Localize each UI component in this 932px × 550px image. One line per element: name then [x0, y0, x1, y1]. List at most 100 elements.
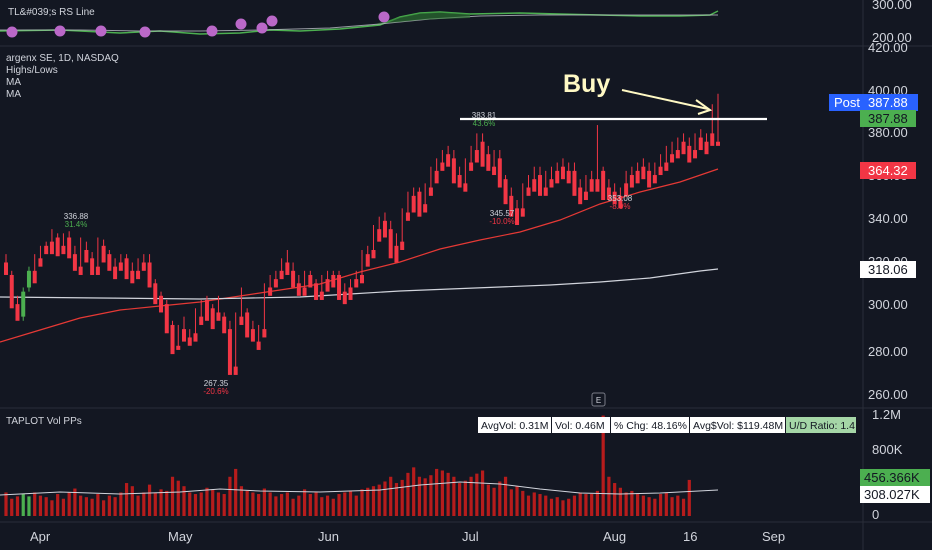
- ma-fast-legend: MA: [6, 77, 21, 88]
- candle-body: [394, 245, 399, 263]
- candle-body: [153, 283, 158, 305]
- candle-body: [388, 229, 393, 259]
- candle-body: [451, 158, 456, 184]
- volume-bar: [176, 480, 180, 516]
- volume-bar: [366, 487, 370, 516]
- volume-bar: [257, 494, 261, 516]
- volume-bar: [211, 489, 215, 516]
- stat-chg: % Chg: 48.16%: [614, 420, 687, 432]
- candle-body: [497, 158, 502, 188]
- candle-body: [515, 208, 520, 225]
- volume-bar: [658, 494, 663, 516]
- candle-body: [337, 274, 342, 300]
- candle-body: [629, 175, 634, 188]
- time-axis: Apr May Jun Jul Aug 16 Sep: [30, 529, 785, 544]
- volume-bar: [73, 488, 77, 516]
- earnings-badge[interactable]: E: [591, 392, 606, 407]
- candle-body: [681, 141, 686, 155]
- stat-avgdollar: Avg$Vol: $119.48M: [693, 420, 783, 432]
- volume-bar: [234, 468, 238, 516]
- volume-bar: [647, 497, 651, 516]
- time-axis-tick: Aug: [603, 529, 626, 544]
- volume-bar: [331, 498, 335, 516]
- volume-bar: [549, 498, 554, 516]
- buy-arrow-head: [695, 99, 713, 115]
- volume-bar: [302, 489, 307, 516]
- candle-body: [32, 270, 37, 284]
- candle-body: [486, 154, 491, 171]
- volume-bar: [38, 495, 43, 516]
- candle-body: [302, 287, 307, 296]
- candle-body: [601, 170, 606, 201]
- candle-body: [641, 166, 646, 180]
- rs-new-high-dot: [6, 26, 18, 38]
- volume-bar: [429, 475, 433, 516]
- rs-new-high-dot: [235, 18, 247, 30]
- candle-body: [72, 254, 77, 271]
- volume-bar: [61, 498, 66, 516]
- volume-bar: [458, 483, 462, 516]
- candle-body: [296, 283, 301, 296]
- candle-body: [113, 266, 118, 280]
- candle-body: [141, 262, 146, 271]
- volume-bar: [90, 498, 94, 516]
- candle-body: [716, 141, 720, 146]
- rs-new-high-dot: [95, 25, 107, 37]
- candle-body: [572, 170, 577, 196]
- volume-avg-line: [0, 481, 719, 496]
- buy-annotation: Buy: [563, 70, 610, 98]
- candle-body: [262, 329, 267, 338]
- swing-high-pct-2: 43.6%: [473, 119, 496, 128]
- candle-body: [480, 141, 485, 167]
- candle-body: [250, 329, 255, 342]
- candle-body: [199, 316, 204, 325]
- volume-bar: [113, 497, 117, 516]
- swing-high-pct: 31.4%: [65, 220, 88, 229]
- volume-bar: [147, 484, 152, 516]
- volume-avg-badge: [860, 486, 930, 503]
- swing-high-value: 336.88: [64, 212, 89, 221]
- candle-body: [124, 258, 129, 280]
- ma-slow-value: 318.06: [868, 262, 908, 277]
- candle-body: [526, 187, 531, 196]
- volume-bar: [251, 492, 255, 516]
- volume-bar: [33, 492, 37, 516]
- volume-bar: [498, 481, 502, 516]
- volume-bar: [280, 494, 284, 516]
- volume-bar: [417, 476, 422, 516]
- candle-body: [325, 279, 330, 292]
- candle-body: [428, 187, 433, 196]
- swing-high-value-2: 383.81: [472, 111, 497, 120]
- candle-body: [245, 312, 250, 338]
- volume-bar: [216, 492, 221, 516]
- price-axis-tick: 340.00: [868, 211, 908, 226]
- candle-body: [595, 179, 600, 192]
- volume-stats-table: AvgVol: 0.31M Vol: 0.46M % Chg: 48.16% A…: [478, 417, 856, 433]
- candle-body: [503, 179, 508, 205]
- volume-bar: [676, 495, 680, 516]
- candle-body: [704, 141, 709, 155]
- candle-body: [233, 366, 238, 375]
- volume-bar: [245, 490, 249, 516]
- volume-bar: [130, 486, 134, 516]
- volume-bar: [21, 494, 25, 516]
- candle-body: [652, 175, 657, 184]
- candle-body: [417, 191, 422, 217]
- volume-bar: [27, 496, 31, 516]
- volume-bar: [584, 494, 588, 516]
- rs-fill-positive: [375, 12, 470, 24]
- price-axis-tick: 260.00: [868, 387, 908, 402]
- volume-bar: [159, 489, 163, 516]
- volume-bar: [544, 495, 548, 516]
- candle-body: [446, 154, 451, 167]
- price-axis: 420.00 400.00 380.00 360.00 340.00 320.0…: [868, 40, 908, 402]
- swing-low-value-2: 345.57: [490, 209, 515, 218]
- volume-bar: [320, 497, 324, 516]
- candle-body: [95, 266, 100, 275]
- volume-bar: [590, 494, 594, 516]
- symbol-legend: argenx SE, 1D, NASDAQ: [6, 53, 119, 64]
- highs-lows-legend: Highs/Lows: [6, 65, 58, 76]
- time-axis-tick: Jun: [318, 529, 339, 544]
- volume-bar: [394, 483, 399, 516]
